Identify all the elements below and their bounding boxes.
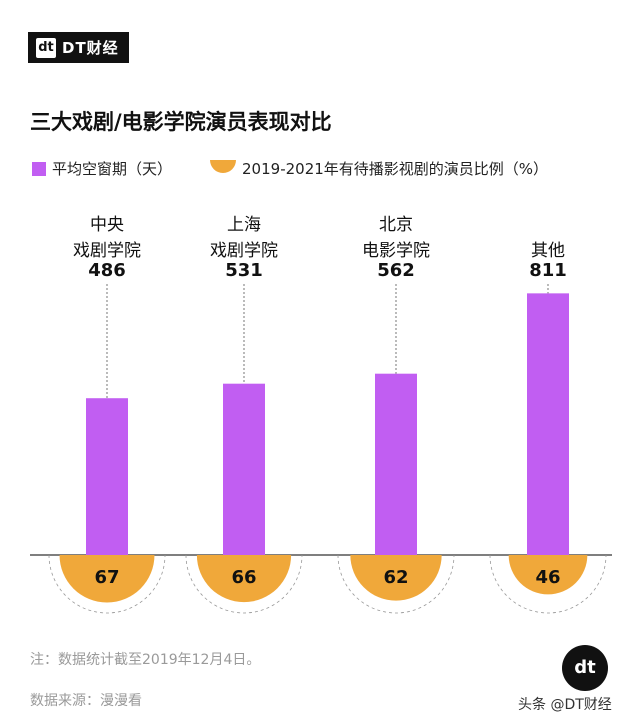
- category-label-2-line-1: 上海: [227, 215, 261, 235]
- chart-note: 注：数据统计截至2019年12月4日。: [30, 652, 261, 668]
- brand-logo: dt DT财经: [28, 32, 129, 63]
- bar-2: [223, 383, 265, 555]
- dt-corner-logo-icon: dt: [562, 645, 608, 691]
- halfcircle-outline-4: [489, 554, 607, 614]
- chart-title: 三大戏剧/电影学院演员表现对比: [30, 110, 332, 134]
- halfcircle-1: [59, 555, 155, 603]
- category-label-2-line-2: 戏剧学院: [210, 241, 278, 261]
- halfcircle-2: [196, 555, 292, 603]
- halfcircle-outline-1: [48, 554, 166, 614]
- halfcircle-3: [350, 555, 442, 601]
- halfcircle-value-label-1: 67: [94, 567, 119, 588]
- bar-3: [375, 373, 417, 555]
- halfcircle-outline-2: [185, 554, 303, 614]
- chart-legend: 平均空窗期（天） 2019-2021年有待播影视剧的演员比例（%）: [32, 158, 548, 179]
- category-label-3-line-1: 北京: [379, 215, 413, 235]
- legend-swatch-halfcircle: [210, 160, 237, 173]
- data-source: 数据来源：漫漫看: [30, 693, 142, 709]
- bar-value-label-3: 562: [377, 260, 415, 281]
- bar-value-label-4: 811: [529, 260, 567, 281]
- dt-logo-icon: dt: [36, 37, 56, 58]
- halfcircle-outline-3: [337, 554, 455, 614]
- category-label-1-line-2: 戏剧学院: [73, 241, 141, 261]
- category-label-4-line-1: 其他: [531, 241, 565, 261]
- legend-swatch-bar: [32, 161, 46, 176]
- halfcircle-4: [508, 555, 588, 595]
- legend-label-bar: 平均空窗期（天）: [52, 160, 173, 178]
- halfcircle-value-label-2: 66: [231, 567, 256, 588]
- halfcircle-value-label-4: 46: [535, 567, 560, 588]
- bar-value-label-2: 531: [225, 260, 263, 281]
- bar-1: [86, 398, 128, 555]
- bar-value-label-1: 486: [88, 260, 126, 281]
- bar-4: [527, 293, 569, 555]
- category-label-3-line-2: 电影学院: [362, 241, 430, 261]
- halfcircle-value-label-3: 62: [383, 567, 408, 588]
- credit-watermark: 头条 @DT财经: [518, 697, 612, 713]
- legend-label-halfcircle: 2019-2021年有待播影视剧的演员比例（%）: [242, 160, 549, 178]
- category-label-1-line-1: 中央: [90, 215, 124, 235]
- brand-name: DT财经: [62, 39, 119, 57]
